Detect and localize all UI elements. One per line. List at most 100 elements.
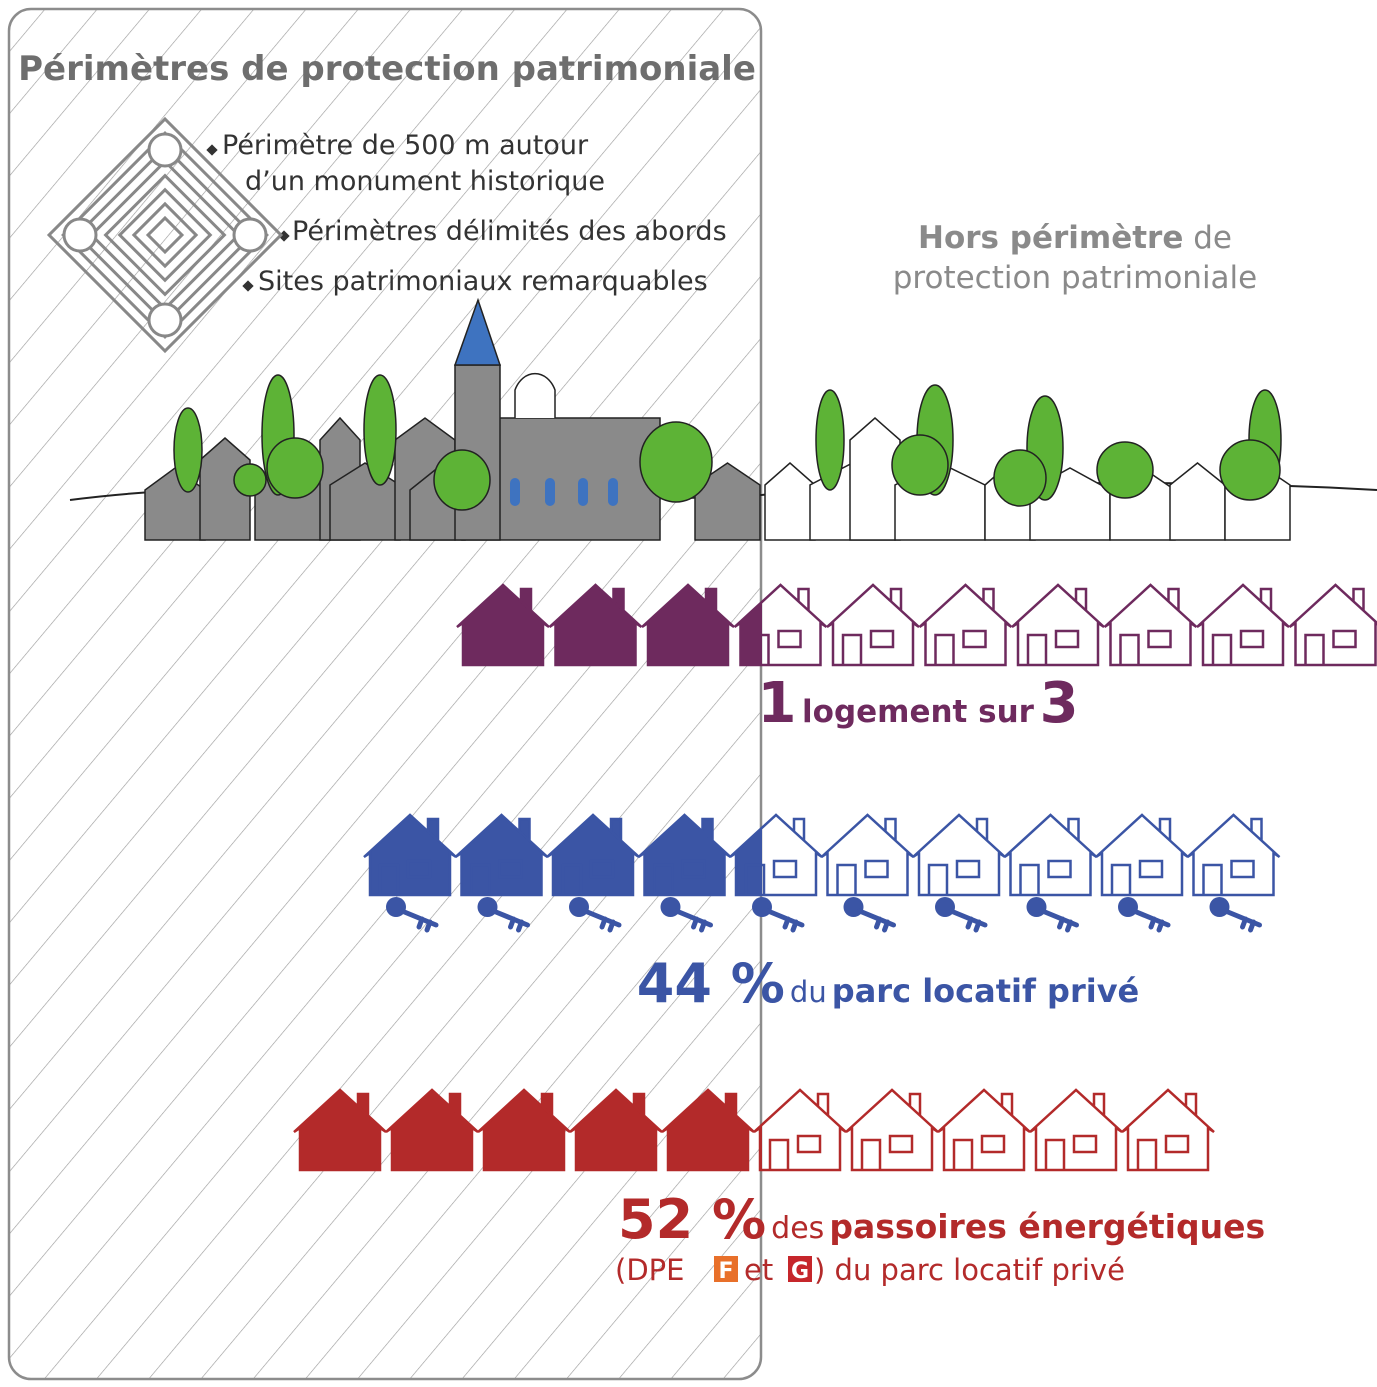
- key: [1131, 908, 1171, 933]
- item: Périmètre de 500 m autour: [222, 130, 589, 161]
- right-label-bold: Hors périmètre: [918, 220, 1183, 256]
- house-purple-fill: [1105, 585, 1197, 665]
- house-blue-fill: [730, 827, 762, 895]
- house-purple: [733, 583, 828, 667]
- labyrinth: [131, 201, 199, 269]
- house-blue: [1186, 813, 1281, 897]
- stat-num: 44 %: [637, 952, 785, 1015]
- stat-text: logement sur: [802, 694, 1035, 730]
- house-red: [661, 1088, 755, 1172]
- illustrations: [46, 116, 1377, 1172]
- tree: [993, 449, 1047, 507]
- house-blue-fill: [1096, 815, 1188, 895]
- house-blue: [820, 813, 915, 897]
- house-purple: [826, 583, 920, 667]
- key: [491, 908, 530, 933]
- house-red-fill: [1030, 1090, 1122, 1170]
- house-purple-fill: [920, 585, 1012, 665]
- item: Périmètres délimités des abords: [292, 216, 727, 247]
- house-purple: [456, 583, 550, 667]
- house-red-fill: [754, 1124, 762, 1170]
- church-window: [578, 478, 588, 506]
- stat-bold: passoires énergétiques: [829, 1207, 1265, 1246]
- protection-panel: [7, 7, 763, 1381]
- house-purple-fill: [1197, 585, 1289, 665]
- house-red: [1029, 1088, 1123, 1172]
- house-red: [845, 1088, 939, 1172]
- house-blue: [1003, 813, 1098, 897]
- house-red: [569, 1088, 663, 1172]
- item: d’un monument historique: [245, 166, 605, 197]
- house-blue: [729, 813, 823, 897]
- bullet: [206, 144, 218, 156]
- labyrinth: [147, 132, 183, 168]
- house-red: [1121, 1088, 1215, 1172]
- labyrinth: [61, 131, 269, 339]
- tree: [891, 434, 949, 496]
- stat-num: 1: [757, 671, 796, 736]
- key: [399, 908, 439, 933]
- house-blue-fill: [1005, 815, 1097, 895]
- church-spire: [453, 297, 502, 366]
- house-blue-fill: [822, 815, 914, 895]
- panel-title: Périmètres de protection patrimoniale: [18, 49, 756, 89]
- stat-num: 3: [1040, 671, 1079, 736]
- village-house: [849, 417, 901, 541]
- church-window: [510, 478, 520, 506]
- labyrinth: [232, 217, 268, 253]
- item: Sites patrimoniaux remarquables: [258, 266, 708, 297]
- tree: [815, 389, 845, 491]
- key: [1223, 908, 1262, 933]
- stat-2: 44 % du parc locatif privé: [637, 952, 1140, 1015]
- right-label-rest: de: [1193, 220, 1232, 256]
- tree: [173, 407, 203, 493]
- house-red: [385, 1088, 479, 1172]
- tree: [363, 374, 397, 486]
- house-blue: [912, 813, 1006, 897]
- house-blue: [637, 813, 732, 897]
- stat-1: 1 logement sur 3: [757, 671, 1078, 736]
- house-red-fill: [938, 1090, 1030, 1170]
- stat-small: des: [771, 1211, 824, 1246]
- labyrinth: [147, 302, 183, 338]
- key: [765, 908, 805, 933]
- house-purple: [1288, 583, 1377, 667]
- house-blue: [454, 813, 549, 897]
- house-red: [293, 1088, 387, 1172]
- key: [582, 908, 622, 933]
- labyrinth: [145, 215, 185, 255]
- house-red-fill: [846, 1090, 938, 1170]
- dpe-f-box: [714, 1256, 738, 1282]
- stat-small: du: [790, 975, 827, 1009]
- tree: [1219, 439, 1281, 501]
- house-blue: [546, 813, 640, 897]
- house-blue: [363, 813, 457, 897]
- key: [857, 908, 896, 933]
- tree: [639, 421, 713, 503]
- right-label: Hors périmètre de: [918, 220, 1232, 256]
- labyrinth: [89, 159, 241, 311]
- house-red: [477, 1088, 571, 1172]
- key: [948, 908, 988, 933]
- house-purple: [1196, 583, 1290, 667]
- labyrinth: [117, 187, 213, 283]
- labyrinth: [46, 116, 284, 354]
- dpe-g-box: [788, 1256, 812, 1282]
- tree: [1096, 441, 1154, 499]
- bullet: [242, 280, 254, 292]
- stat-3-line2: et: [744, 1253, 773, 1287]
- house-purple-fill: [827, 585, 919, 665]
- house-red: [753, 1088, 847, 1172]
- dpe-f: F: [718, 1259, 733, 1284]
- stat-3-line2: ) du parc locatif privé: [814, 1253, 1125, 1287]
- dome: [514, 372, 556, 418]
- village-house: [1169, 462, 1226, 541]
- stat-3: 52 % des passoires énergétiques: [618, 1188, 1265, 1251]
- stat-num: 52 %: [618, 1188, 766, 1251]
- village-house: [764, 462, 816, 541]
- house-purple: [1103, 583, 1198, 667]
- church-window: [608, 478, 618, 506]
- tree: [233, 463, 267, 497]
- key: [674, 908, 713, 933]
